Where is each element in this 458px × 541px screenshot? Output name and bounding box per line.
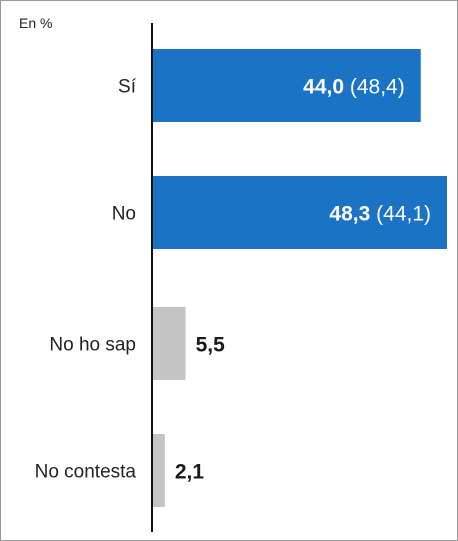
category-label-1: No [112, 204, 136, 225]
category-label-3: No contesta [35, 462, 137, 483]
bar-0 [152, 49, 421, 122]
category-label-0: Sí [118, 77, 137, 98]
value-label-1: 48,3 (44,1) [329, 203, 431, 226]
value-label-2: 5,5 [196, 334, 226, 357]
value-label-3: 2,1 [175, 461, 205, 484]
unit-label: En % [19, 15, 53, 31]
bar-2 [152, 307, 186, 380]
value-label-0: 44,0 (48,4) [303, 76, 405, 99]
category-label-2: No ho sap [49, 335, 136, 356]
bar-1 [152, 176, 447, 249]
bar-3 [152, 434, 165, 507]
